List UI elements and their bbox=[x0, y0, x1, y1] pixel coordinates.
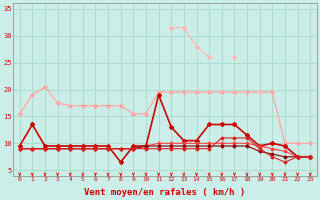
X-axis label: Vent moyen/en rafales ( km/h ): Vent moyen/en rafales ( km/h ) bbox=[84, 188, 245, 197]
